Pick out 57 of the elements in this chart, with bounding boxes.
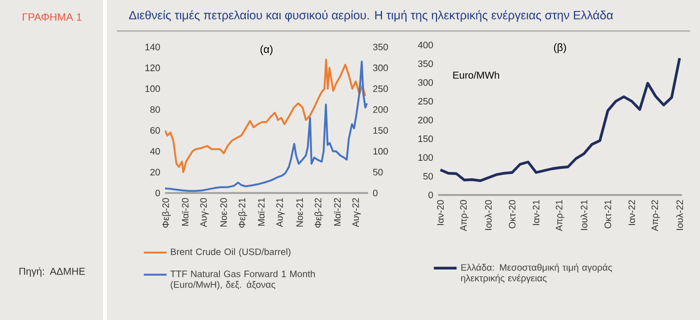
legend-label: TTF Natural Gas Forward 1 Month (Euro/MwH), δεξ. άξονας [170,270,315,290]
legend-label: Brent Crude Oil (USD/barrel) [170,248,290,257]
y-tick-label: 0 [428,192,433,198]
y2-tick-label: 50 [373,168,383,176]
text: Διεθνείς τιμές πετρελαίου και φυσικού αερίου. Η τιμή της ηλεκτρικής ενέργειας στην Ελλάδα [129,10,613,22]
y2-tick-label: 300 [373,64,388,72]
x-tick-label: Μαϊ-22 [334,198,341,226]
x-tick-label: Ιαν-20 [437,200,444,225]
y-tick-label: 200 [418,116,433,124]
x-tick-label: Φεβ-20 [162,198,171,228]
x-tick-label: Αυγ-20 [200,198,209,228]
y2-tick-label: 250 [373,85,388,92]
y2-tick-label: 200 [373,106,388,113]
y-tick-label: 120 [145,64,160,72]
y2-tick-label: 350 [373,44,388,50]
line-series [165,60,368,192]
chart-title: (α) [260,45,272,56]
x-tick-label: Αυγ-21 [276,198,285,228]
y-tick-label: 250 [418,98,433,105]
y2-tick-label: 150 [373,127,388,134]
x-tick-label: Ιουλ-22 [676,200,684,230]
x-tick-label: Ιαν-22 [628,200,636,225]
x-tick-label: Απρ-21 [556,200,564,232]
y-tick-label: 150 [418,135,433,142]
x-tick-label: Μαϊ-20 [182,198,189,226]
x-tick-label: Μαϊ-21 [258,198,265,226]
y-tick-label: 100 [418,154,433,161]
y-tick-label: 20 [150,168,160,176]
x-tick-label: Ιουλ-20 [484,200,492,230]
x-tick-label: Αυγ-22 [352,198,361,228]
x-tick-label: Οκτ-20 [508,200,516,228]
x-tick-label: Απρ-22 [651,200,660,232]
text: Πηγή: ΑΔΜΗΕ [19,267,85,277]
y-tick-label: 350 [418,60,433,68]
x-tick-label: Φεβ-21 [238,198,248,228]
x-tick-label: Οκτ-21 [604,200,612,228]
x-tick-label: Νοε-20 [220,198,227,227]
y-tick-label: 80 [150,106,160,113]
y-tick-label: 100 [145,85,160,92]
y2-tick-label: 100 [373,148,388,155]
y-tick-label: 40 [150,148,160,155]
y-tick-label: 60 [150,127,160,134]
y-tick-label: 140 [145,44,160,50]
x-tick-label: Ιαν-21 [532,200,540,225]
y-tick-label: 300 [418,79,433,86]
x-tick-label: Ιουλ-21 [580,200,588,230]
legend-label: Ελλάδα: Μεσοσταθμική τιμή αγοράς ηλεκτρικής ενέργειας [461,264,612,284]
x-tick-label: Απρ-20 [460,200,469,232]
y-tick-label: 50 [423,172,433,180]
y-tick-label: 400 [418,42,433,48]
y-axis-title: Euro/MWh [453,71,500,79]
y2-tick-label: 0 [373,190,378,196]
y-tick-label: 0 [155,190,160,196]
chart-title: (β) [554,43,566,54]
x-tick-label: Φεβ-22 [314,198,324,228]
x-tick-label: Νοε-21 [296,198,303,227]
text: ΓΡΑΦΗΜΑ 1 [22,13,82,21]
